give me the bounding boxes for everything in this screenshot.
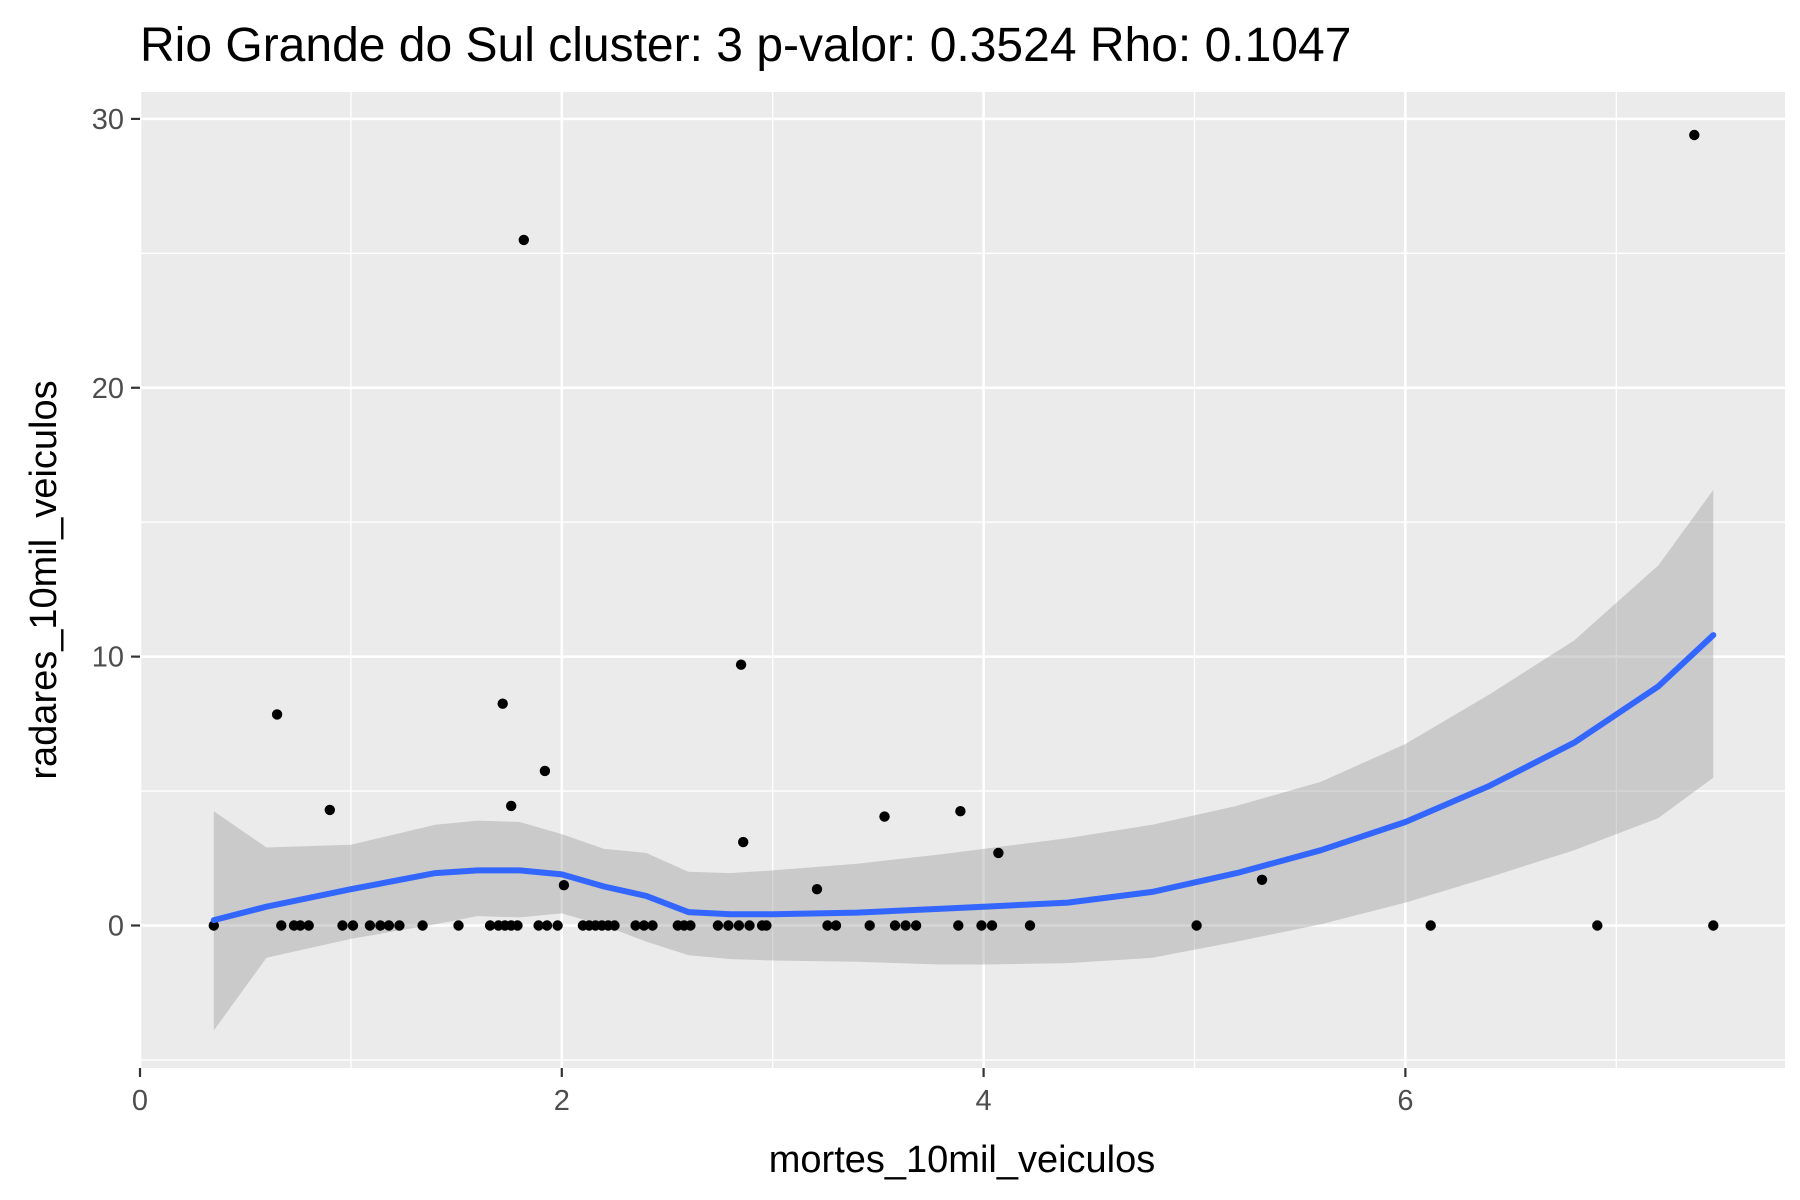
- minor-gridlines: [140, 92, 1785, 1068]
- data-point: [733, 920, 745, 931]
- data-point: [910, 920, 922, 931]
- x-axis-title: mortes_10mil_veiculos: [769, 1139, 1156, 1181]
- data-point: [830, 920, 842, 931]
- data-point: [685, 920, 696, 931]
- data-point: [609, 920, 620, 931]
- data-point: [552, 920, 563, 931]
- y-tick-label: 10: [92, 642, 124, 674]
- data-point: [347, 920, 359, 931]
- data-point: [864, 920, 875, 931]
- data-point: [630, 920, 641, 931]
- data-point: [879, 811, 890, 822]
- data-point: [744, 920, 755, 931]
- data-point: [295, 920, 306, 931]
- data-point: [1689, 129, 1700, 141]
- data-point: [976, 920, 987, 931]
- data-point: [986, 920, 998, 931]
- data-point: [453, 920, 464, 931]
- data-point: [337, 920, 348, 931]
- data-point: [383, 920, 395, 931]
- data-point: [1256, 874, 1268, 885]
- data-point: [364, 920, 376, 931]
- data-point: [506, 800, 517, 812]
- data-point: [394, 920, 405, 931]
- confidence-ribbon-layer: [213, 489, 1714, 1031]
- smooth-line-layer: [210, 632, 1717, 924]
- data-point: [955, 806, 966, 817]
- axes-layer: 0 2 4 6 0 10 20 30: [92, 104, 1414, 1117]
- data-point: [518, 234, 529, 246]
- data-point: [638, 920, 650, 931]
- data-point: [900, 920, 911, 931]
- smooth-trend-line: [210, 632, 1717, 924]
- y-axis-title: radares_10mil_veiculos: [23, 380, 65, 779]
- data-point: [271, 709, 283, 720]
- data-point: [1592, 920, 1603, 931]
- data-point: [303, 920, 314, 931]
- data-point: [541, 920, 553, 931]
- data-point: [953, 920, 964, 931]
- x-tick-label: 0: [132, 1085, 148, 1117]
- x-tick-label: 2: [554, 1085, 570, 1117]
- data-point: [497, 698, 508, 709]
- data-point: [1024, 920, 1036, 931]
- data-point: [558, 880, 570, 891]
- data-point: [324, 804, 335, 816]
- data-point: [512, 920, 523, 931]
- data-point: [484, 920, 496, 931]
- data-point: [1425, 920, 1436, 931]
- data-point: [276, 920, 287, 931]
- data-point: [417, 920, 428, 931]
- y-tick-label: 20: [92, 373, 124, 405]
- y-tick-label: 30: [92, 104, 124, 136]
- x-tick-label: 6: [1397, 1085, 1413, 1117]
- data-point: [735, 659, 747, 670]
- x-tick-label: 4: [976, 1085, 992, 1117]
- data-point: [738, 836, 749, 848]
- data-point: [533, 920, 544, 931]
- data-point: [761, 920, 772, 931]
- data-point: [712, 920, 724, 931]
- data-point: [647, 920, 658, 931]
- data-point: [208, 920, 219, 931]
- data-point: [1708, 920, 1719, 931]
- data-point: [539, 765, 551, 777]
- data-point: [723, 920, 734, 931]
- data-point: [375, 920, 386, 931]
- data-point: [1191, 920, 1202, 931]
- data-point: [811, 884, 823, 895]
- chart-title: Rio Grande do Sul cluster: 3 p-valor: 0.…: [140, 19, 1352, 72]
- data-point: [822, 920, 833, 931]
- data-points-layer: [208, 129, 1719, 931]
- data-point: [993, 847, 1004, 859]
- data-point: [889, 920, 901, 931]
- y-tick-label: 0: [108, 910, 124, 942]
- confidence-ribbon: [213, 489, 1714, 1031]
- major-gridlines: [138, 92, 1785, 1068]
